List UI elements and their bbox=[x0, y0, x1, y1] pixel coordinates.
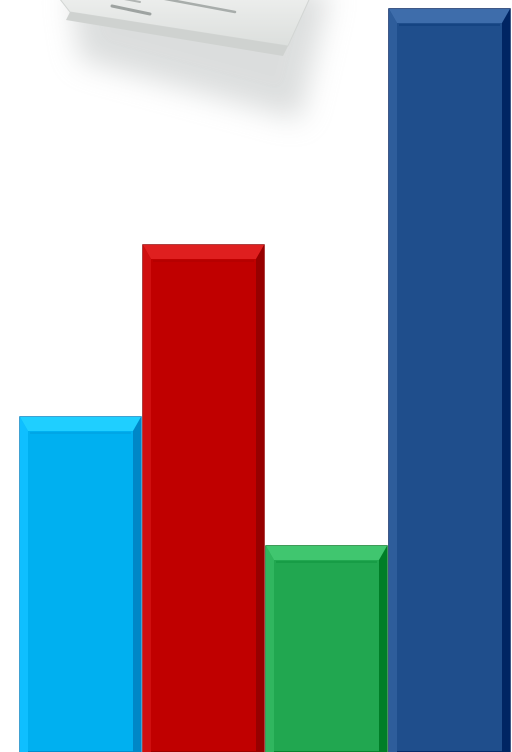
document-paper-edge bbox=[66, 12, 288, 56]
bar-body bbox=[388, 8, 511, 752]
bar-left-bevel bbox=[389, 9, 397, 752]
bar-left-bevel bbox=[266, 546, 274, 752]
bar-right-bevel bbox=[379, 546, 387, 752]
bar-4 bbox=[388, 8, 511, 752]
document-text-line bbox=[124, 0, 141, 3]
document-text-line bbox=[163, 0, 237, 14]
bar-body bbox=[19, 416, 142, 752]
bar-right-bevel bbox=[502, 9, 510, 752]
bar-right-bevel bbox=[133, 417, 141, 752]
bar-top-bevel bbox=[20, 417, 141, 431]
document-sheet-image bbox=[59, 0, 328, 120]
bar-left-bevel bbox=[20, 417, 28, 752]
bar-left-bevel bbox=[143, 245, 151, 752]
bar-1 bbox=[19, 416, 142, 752]
bar-3 bbox=[265, 545, 388, 752]
bar-right-bevel bbox=[256, 245, 264, 752]
bar-body bbox=[142, 244, 265, 752]
bar-top-bevel bbox=[266, 546, 387, 560]
bar-2 bbox=[142, 244, 265, 752]
bar-body bbox=[265, 545, 388, 752]
document-text-line bbox=[110, 4, 152, 16]
bar-top-bevel bbox=[389, 9, 510, 23]
bars-group bbox=[19, 8, 511, 752]
bar-top-bevel bbox=[143, 245, 264, 259]
